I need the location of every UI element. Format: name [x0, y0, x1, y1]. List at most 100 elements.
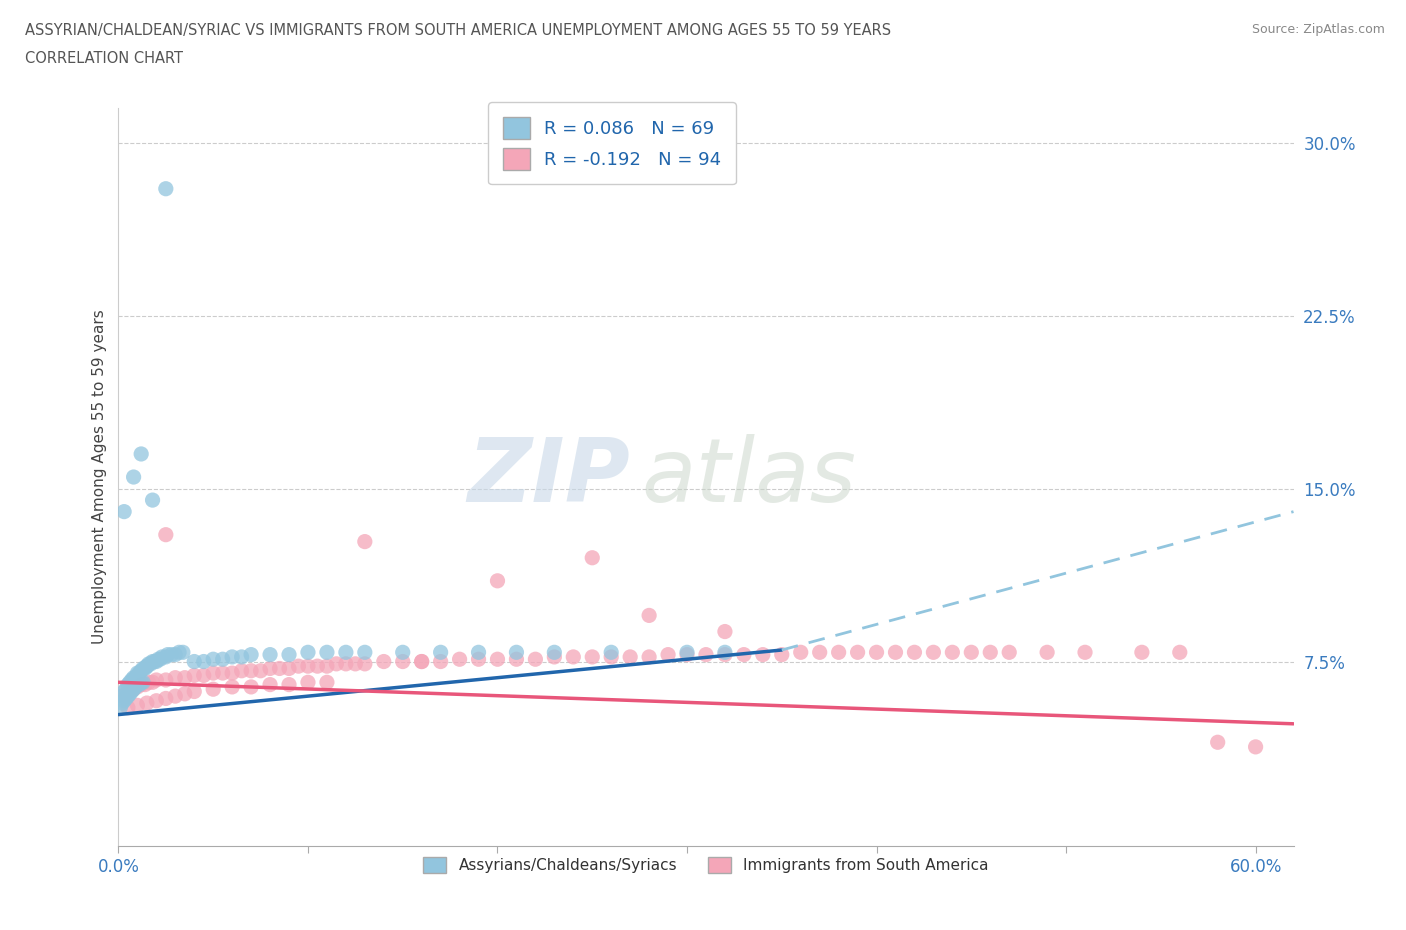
Point: [150, 649, 173, 664]
Point: [960, 644, 983, 659]
Point: [127, 698, 149, 712]
Point: [145, 693, 167, 708]
Point: [118, 675, 141, 690]
Point: [884, 644, 907, 659]
Text: CORRELATION CHART: CORRELATION CHART: [25, 51, 183, 66]
Point: [316, 658, 339, 673]
Point: [155, 527, 177, 542]
Point: [240, 663, 263, 678]
Point: [183, 668, 205, 683]
Point: [135, 658, 157, 673]
Point: [122, 470, 145, 485]
Point: [122, 682, 145, 697]
Point: [138, 657, 160, 671]
Point: [297, 658, 319, 673]
Text: ASSYRIAN/CHALDEAN/SYRIAC VS IMMIGRANTS FROM SOUTH AMERICA UNEMPLOYMENT AMONG AGE: ASSYRIAN/CHALDEAN/SYRIAC VS IMMIGRANTS F…: [25, 23, 891, 38]
Point: [139, 657, 162, 671]
Point: [142, 654, 165, 669]
Point: [287, 658, 309, 673]
Point: [600, 644, 623, 659]
Point: [373, 654, 395, 669]
Point: [111, 696, 134, 711]
Point: [714, 644, 737, 659]
Point: [505, 652, 527, 667]
Point: [316, 644, 339, 659]
Point: [135, 658, 157, 673]
Point: [335, 657, 357, 671]
Point: [714, 647, 737, 662]
Point: [127, 668, 149, 683]
Point: [979, 644, 1001, 659]
Point: [127, 666, 149, 681]
Point: [127, 677, 149, 692]
Point: [600, 649, 623, 664]
Point: [129, 675, 152, 690]
Point: [1244, 739, 1267, 754]
Point: [193, 654, 215, 669]
Point: [1168, 644, 1191, 659]
Point: [135, 696, 157, 711]
Point: [165, 689, 187, 704]
Point: [486, 652, 509, 667]
Point: [411, 654, 433, 669]
Point: [297, 675, 319, 690]
Point: [269, 661, 291, 676]
Point: [148, 652, 170, 667]
Point: [467, 652, 489, 667]
Point: [142, 675, 165, 690]
Point: [173, 686, 195, 701]
Point: [1036, 644, 1059, 659]
Point: [411, 654, 433, 669]
Point: [297, 644, 319, 659]
Text: Source: ZipAtlas.com: Source: ZipAtlas.com: [1251, 23, 1385, 36]
Point: [344, 657, 367, 671]
Point: [278, 647, 301, 662]
Point: [202, 666, 225, 681]
Point: [505, 644, 527, 659]
Point: [449, 652, 471, 667]
Point: [231, 649, 253, 664]
Point: [922, 644, 945, 659]
Point: [240, 647, 263, 662]
Point: [903, 644, 925, 659]
Point: [111, 689, 134, 704]
Point: [155, 672, 177, 687]
Point: [353, 657, 375, 671]
Point: [259, 647, 281, 662]
Point: [562, 649, 585, 664]
Point: [118, 686, 141, 701]
Point: [733, 647, 755, 662]
Point: [173, 671, 195, 685]
Legend: Assyrians/Chaldeans/Syriacs, Immigrants from South America: Assyrians/Chaldeans/Syriacs, Immigrants …: [418, 851, 994, 879]
Point: [1130, 644, 1153, 659]
Point: [134, 677, 156, 692]
Point: [211, 666, 233, 681]
Point: [211, 652, 233, 667]
Point: [325, 657, 347, 671]
Point: [183, 684, 205, 699]
Point: [1206, 735, 1229, 750]
Point: [676, 647, 699, 662]
Point: [846, 644, 869, 659]
Point: [307, 658, 329, 673]
Point: [115, 686, 138, 701]
Point: [638, 649, 661, 664]
Point: [122, 671, 145, 685]
Point: [142, 493, 165, 508]
Point: [138, 675, 160, 690]
Point: [132, 661, 155, 676]
Point: [581, 551, 603, 565]
Point: [172, 644, 194, 659]
Point: [156, 647, 179, 662]
Point: [145, 654, 167, 669]
Point: [316, 675, 339, 690]
Point: [353, 534, 375, 549]
Point: [1074, 644, 1097, 659]
Point: [183, 654, 205, 669]
Point: [524, 652, 547, 667]
Point: [165, 647, 187, 662]
Point: [155, 691, 177, 706]
Point: [115, 682, 138, 697]
Point: [581, 649, 603, 664]
Point: [221, 680, 243, 695]
